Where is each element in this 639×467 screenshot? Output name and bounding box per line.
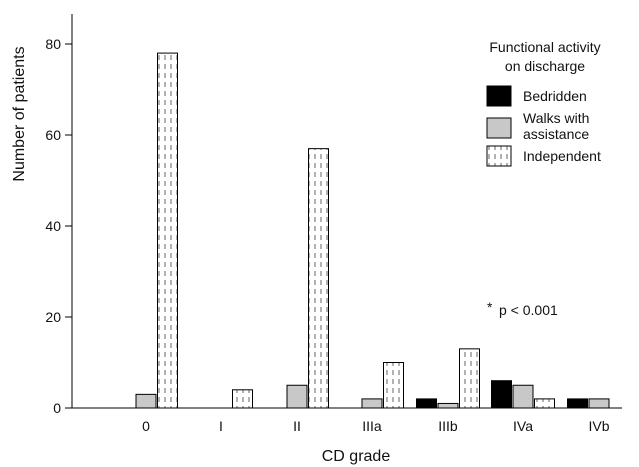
legend: Functional activity on discharge Bedridd…: [486, 39, 601, 167]
bar-walks-with-assistance-0: [135, 393, 157, 409]
bar-walks-with-assistance-iiia: [361, 398, 383, 409]
bar-bedridden-iva: [491, 380, 512, 409]
y-tick-label: 60: [45, 127, 61, 143]
bar-bedridden-iiib: [416, 398, 437, 409]
legend-label-independent: Independent: [523, 148, 601, 164]
bar-independent-i: [232, 389, 253, 409]
x-ticks: 0 I II IIIa IIIb IVa IVb: [142, 418, 610, 434]
x-tick-label: I: [219, 418, 223, 434]
bar-walks-with-assistance-ii: [286, 384, 308, 409]
significance-annotation: p < 0.001: [499, 302, 558, 318]
legend-swatch-walks-with-assistance: [486, 117, 512, 139]
bar-walks-with-assistance-iiib: [437, 402, 459, 409]
significance-star: *: [487, 299, 493, 315]
bars: [135, 52, 610, 409]
x-tick-label: II: [293, 418, 301, 434]
x-tick-label: 0: [142, 418, 150, 434]
bar-independent-0: [157, 52, 178, 409]
legend-label-bedridden: Bedridden: [523, 88, 587, 104]
bar-walks-with-assistance-ivb: [588, 398, 610, 409]
y-axis-title: Number of patients: [11, 46, 28, 181]
y-tick-label: 80: [45, 36, 61, 52]
legend-label-walks-with-assistance-line-1: Walks with: [523, 110, 589, 126]
y-tick-label: 0: [53, 400, 61, 416]
bar-independent-iiia: [383, 362, 404, 409]
y-ticks: 0 20 40 60 80: [45, 36, 72, 416]
x-axis-title: CD grade: [322, 448, 391, 465]
x-tick-label: IIIb: [438, 418, 458, 434]
legend-swatch-bedridden: [486, 85, 512, 107]
bar-independent-ii: [308, 148, 329, 409]
x-tick-label: IVb: [588, 418, 609, 434]
bar-independent-iva: [534, 398, 555, 409]
bar-walks-with-assistance-iva: [512, 384, 534, 409]
legend-title-line-2: on discharge: [505, 58, 585, 74]
bar-independent-iiib: [459, 348, 480, 409]
x-tick-label: IVa: [513, 418, 533, 434]
legend-title-line-1: Functional activity: [489, 39, 600, 55]
x-tick-label: IIIa: [362, 418, 382, 434]
y-tick-label: 40: [45, 218, 61, 234]
bar-bedridden-ivb: [567, 398, 588, 409]
legend-swatch-independent: [486, 145, 512, 167]
legend-label-walks-with-assistance-line-2: assistance: [523, 126, 589, 142]
y-tick-label: 20: [45, 309, 61, 325]
